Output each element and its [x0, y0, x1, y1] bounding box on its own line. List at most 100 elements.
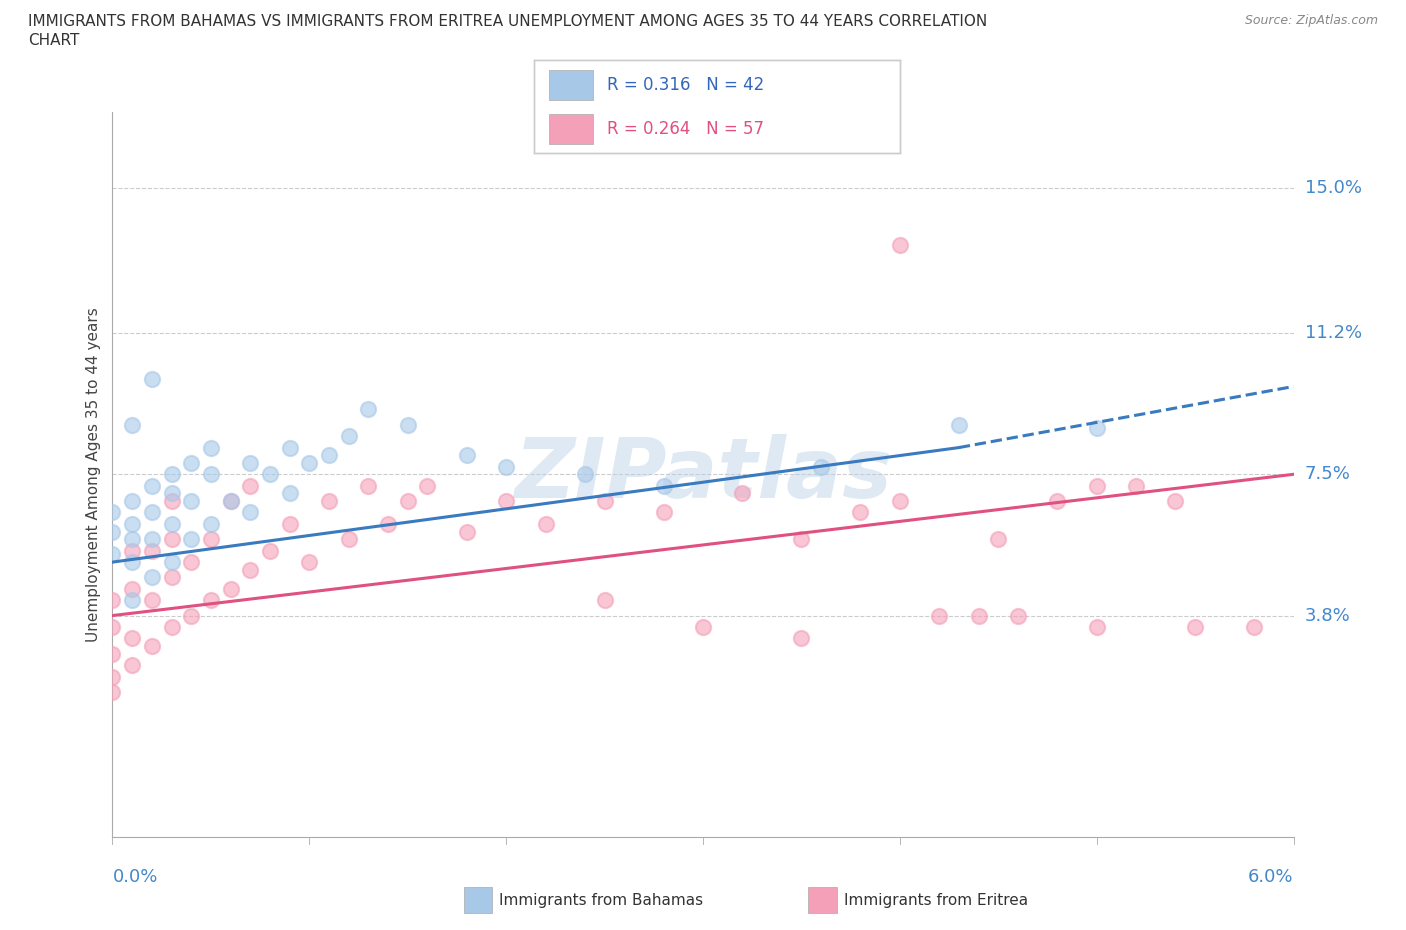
Point — [180, 554, 202, 569]
Point — [239, 563, 262, 578]
Point — [180, 456, 202, 471]
Point — [219, 494, 242, 509]
Point — [357, 402, 380, 417]
Point — [160, 570, 183, 585]
Text: 0.0%: 0.0% — [112, 868, 157, 885]
Point — [101, 547, 124, 562]
Point — [160, 494, 183, 509]
Point — [200, 532, 222, 547]
Point — [298, 456, 321, 471]
Point — [652, 478, 675, 493]
Point — [1184, 619, 1206, 634]
Point — [180, 608, 202, 623]
Point — [278, 516, 301, 531]
Point — [239, 456, 262, 471]
Text: 6.0%: 6.0% — [1249, 868, 1294, 885]
Point — [731, 486, 754, 501]
Point — [141, 570, 163, 585]
Point — [101, 619, 124, 634]
Point — [141, 543, 163, 558]
Point — [337, 429, 360, 444]
Point — [141, 639, 163, 654]
Point — [200, 592, 222, 607]
Y-axis label: Unemployment Among Ages 35 to 44 years: Unemployment Among Ages 35 to 44 years — [86, 307, 101, 642]
Point — [948, 418, 970, 432]
Point — [160, 486, 183, 501]
Point — [160, 619, 183, 634]
Point — [160, 467, 183, 482]
Point — [160, 554, 183, 569]
Point — [101, 505, 124, 520]
Point — [239, 478, 262, 493]
Text: R = 0.316   N = 42: R = 0.316 N = 42 — [607, 75, 765, 94]
Point — [160, 516, 183, 531]
Point — [495, 494, 517, 509]
Point — [141, 592, 163, 607]
Text: 7.5%: 7.5% — [1305, 465, 1351, 484]
Bar — [548, 114, 593, 144]
Point — [141, 505, 163, 520]
Point — [495, 459, 517, 474]
Point — [1243, 619, 1265, 634]
Point — [1007, 608, 1029, 623]
Point — [396, 494, 419, 509]
Text: ZIPatlas: ZIPatlas — [515, 433, 891, 515]
Point — [101, 592, 124, 607]
Text: IMMIGRANTS FROM BAHAMAS VS IMMIGRANTS FROM ERITREA UNEMPLOYMENT AMONG AGES 35 TO: IMMIGRANTS FROM BAHAMAS VS IMMIGRANTS FR… — [28, 14, 987, 29]
Text: Immigrants from Bahamas: Immigrants from Bahamas — [499, 893, 703, 908]
Point — [593, 494, 616, 509]
Point — [141, 532, 163, 547]
Text: 3.8%: 3.8% — [1305, 606, 1350, 625]
Point — [889, 494, 911, 509]
Point — [101, 646, 124, 661]
Point — [259, 543, 281, 558]
Point — [987, 532, 1010, 547]
Text: R = 0.264   N = 57: R = 0.264 N = 57 — [607, 120, 765, 139]
Point — [101, 525, 124, 539]
Point — [121, 543, 143, 558]
Point — [200, 440, 222, 455]
Point — [160, 532, 183, 547]
Point — [456, 525, 478, 539]
Point — [278, 486, 301, 501]
Point — [101, 670, 124, 684]
Point — [239, 505, 262, 520]
Text: CHART: CHART — [28, 33, 80, 47]
Point — [593, 592, 616, 607]
Point — [121, 554, 143, 569]
Point — [121, 532, 143, 547]
Point — [121, 592, 143, 607]
Point — [200, 467, 222, 482]
Point — [1085, 478, 1108, 493]
Point — [849, 505, 872, 520]
Point — [121, 658, 143, 672]
Point — [416, 478, 439, 493]
Text: 15.0%: 15.0% — [1305, 179, 1361, 197]
Point — [121, 418, 143, 432]
Point — [141, 478, 163, 493]
Point — [928, 608, 950, 623]
Point — [259, 467, 281, 482]
Point — [219, 581, 242, 596]
Point — [200, 516, 222, 531]
Point — [180, 494, 202, 509]
Point — [790, 532, 813, 547]
Point — [121, 494, 143, 509]
Point — [534, 516, 557, 531]
Point — [1125, 478, 1147, 493]
Point — [652, 505, 675, 520]
Text: Source: ZipAtlas.com: Source: ZipAtlas.com — [1244, 14, 1378, 27]
Point — [219, 494, 242, 509]
Text: 11.2%: 11.2% — [1305, 324, 1362, 342]
Point — [318, 494, 340, 509]
Point — [121, 581, 143, 596]
Point — [574, 467, 596, 482]
Point — [396, 418, 419, 432]
Point — [889, 238, 911, 253]
Point — [180, 532, 202, 547]
Point — [456, 447, 478, 462]
Point — [692, 619, 714, 634]
Point — [318, 447, 340, 462]
Point — [278, 440, 301, 455]
Point — [1085, 619, 1108, 634]
